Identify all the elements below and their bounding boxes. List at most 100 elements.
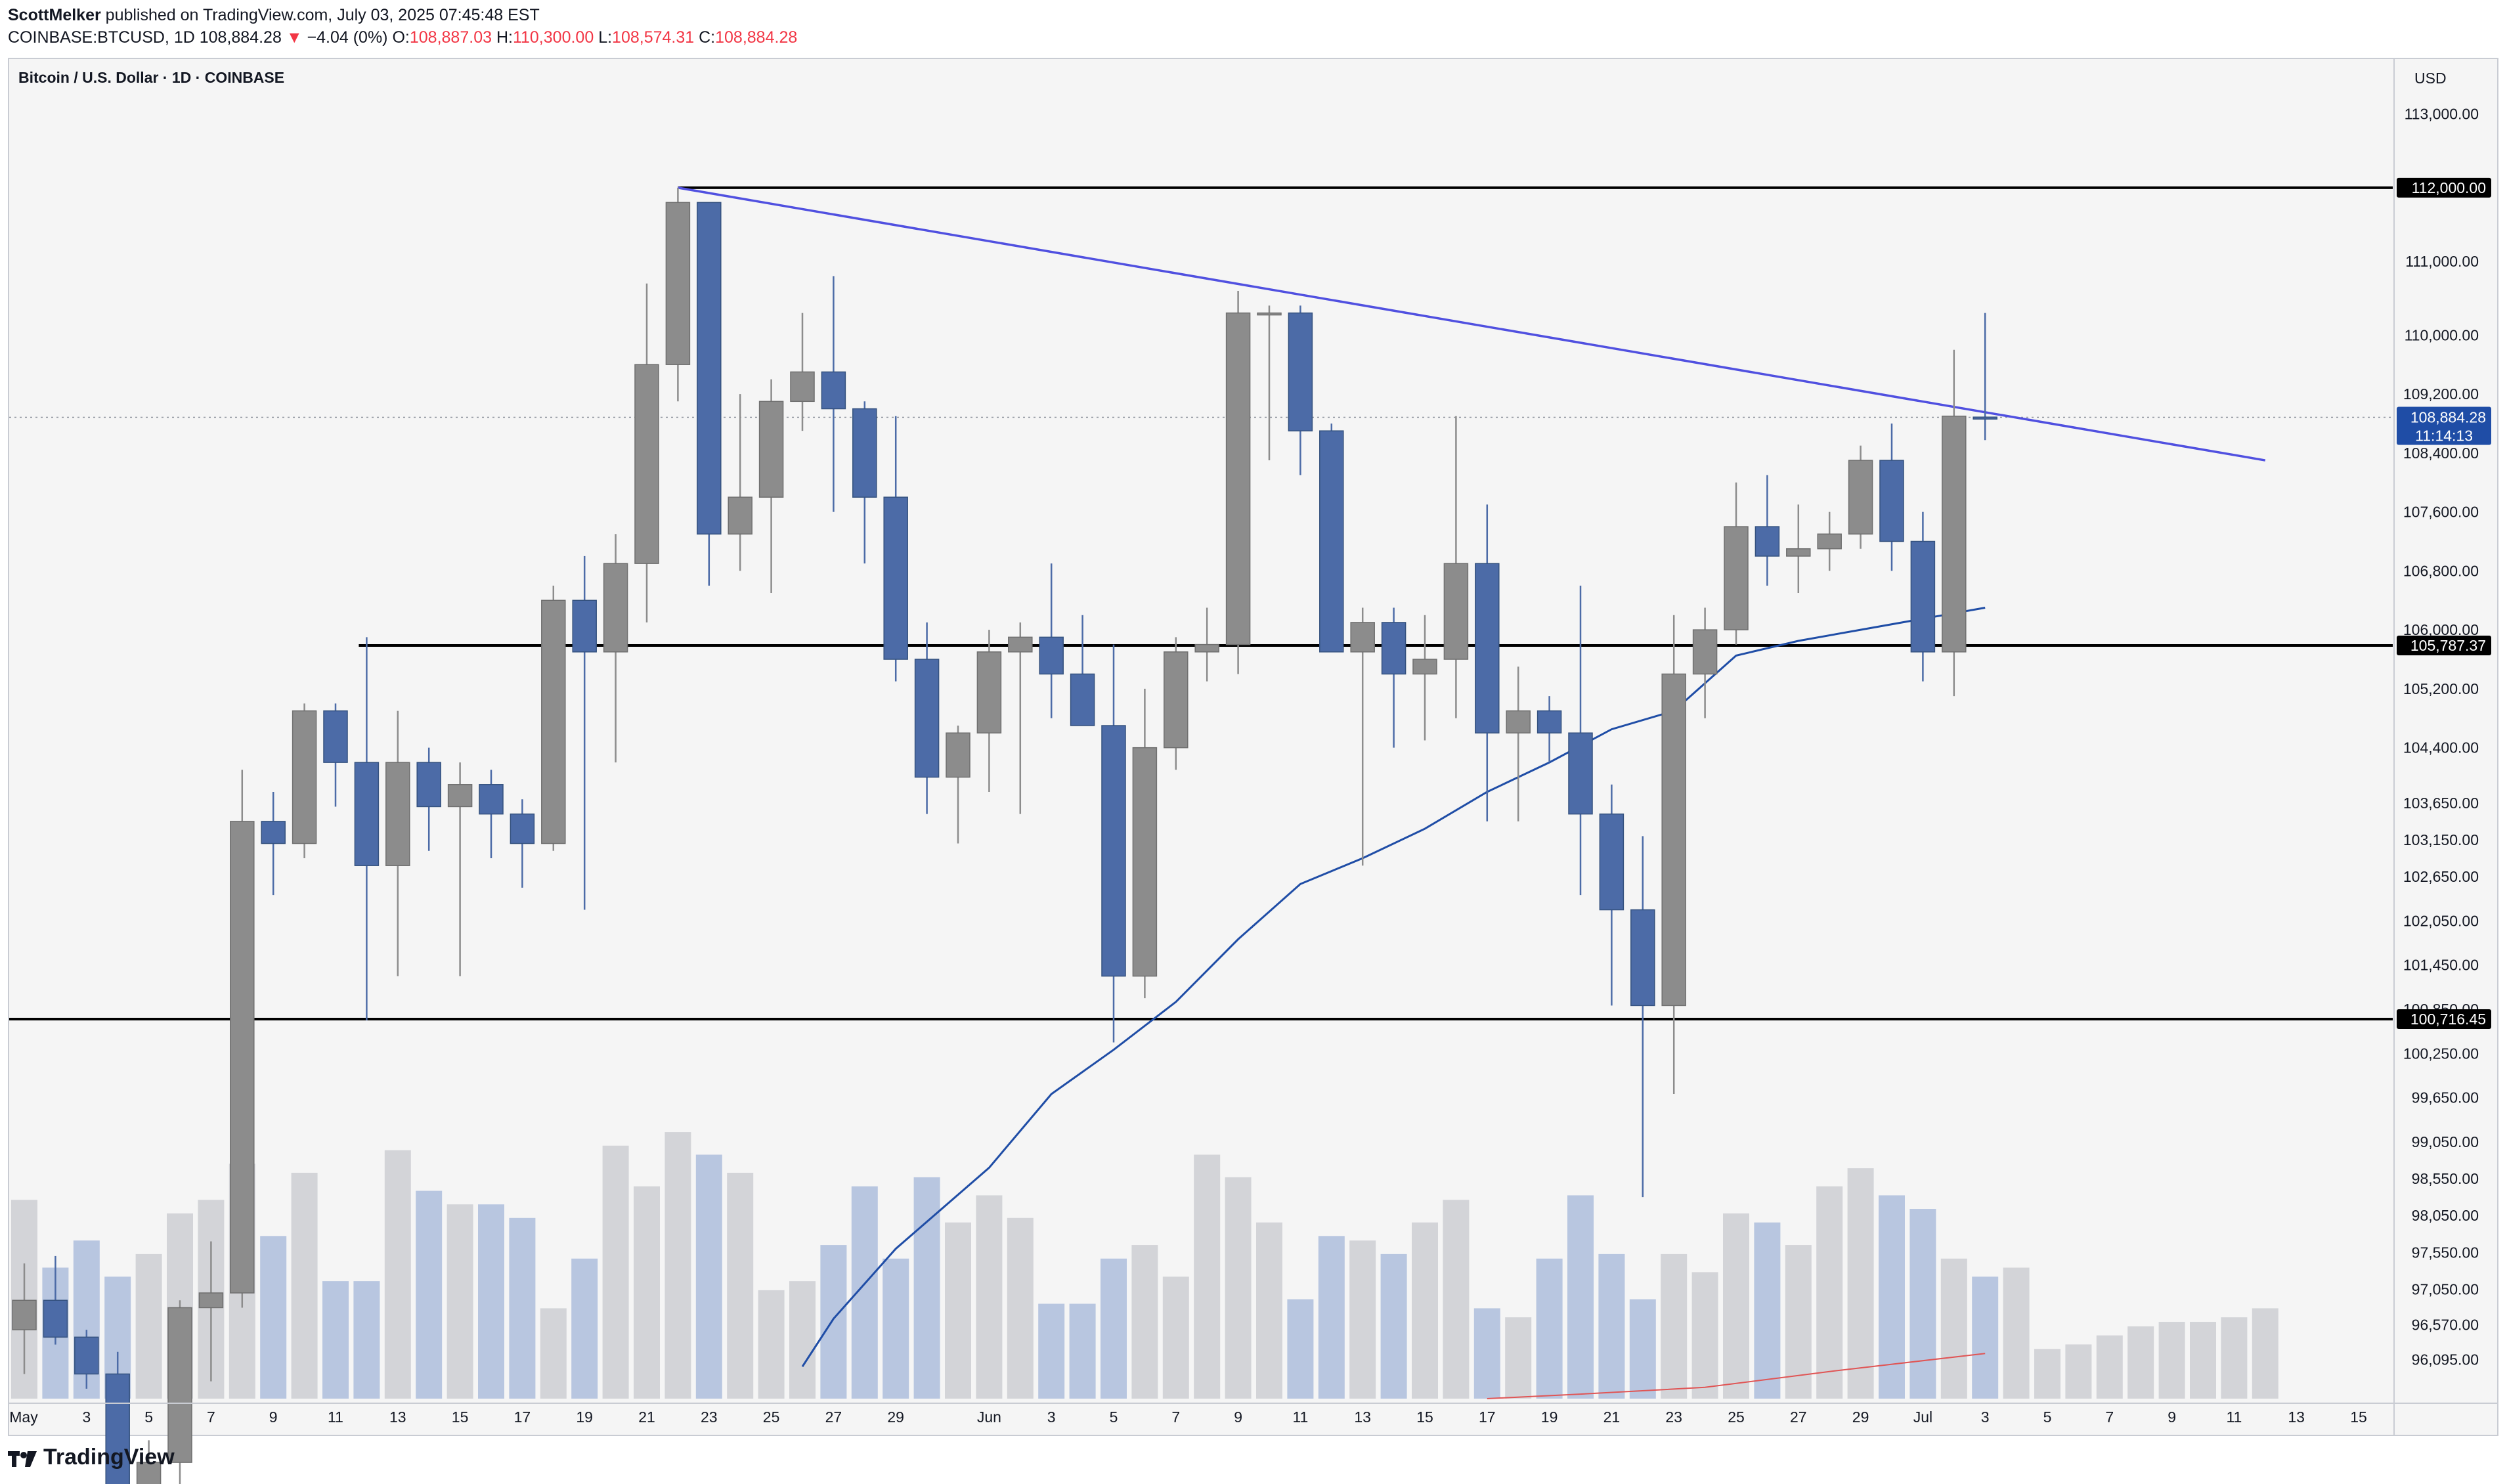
candle-body: [1973, 416, 1997, 420]
currency-label[interactable]: USD: [2414, 70, 2447, 87]
volume-bar: [883, 1258, 909, 1399]
time-tick-label: 5: [2043, 1408, 2052, 1426]
publish-line: ScottMelker published on TradingView.com…: [8, 4, 797, 26]
volume-bar: [1038, 1303, 1065, 1399]
time-tick-label: 11: [1292, 1408, 1308, 1426]
volume-bar: [1661, 1254, 1688, 1399]
volume-bar: [2252, 1308, 2278, 1399]
volume-bar: [2190, 1322, 2216, 1399]
volume-bar: [1723, 1213, 1749, 1399]
volume-bar: [1412, 1222, 1438, 1399]
level-price-tag: [2397, 177, 2491, 198]
candle-body: [1070, 673, 1095, 726]
volume-bar: [1691, 1272, 1718, 1399]
volume-bar: [1940, 1258, 1967, 1399]
candle-body: [167, 1307, 192, 1463]
price-tick-label: 99,050.00: [2412, 1133, 2479, 1150]
volume-bar: [1162, 1277, 1189, 1399]
candle-body: [946, 732, 970, 778]
price-tick-label: 97,050.00: [2412, 1280, 2479, 1298]
time-tick-label: 9: [2168, 1408, 2176, 1426]
candle-body: [1194, 644, 1219, 653]
time-tick-label: 9: [269, 1408, 278, 1426]
tradingview-logo[interactable]: TradingView: [8, 1445, 175, 1470]
time-tick-label: Jul: [1913, 1408, 1932, 1426]
volume-bar: [416, 1190, 443, 1399]
price-tick-label: 99,650.00: [2412, 1089, 2479, 1106]
candle-body: [416, 762, 441, 808]
volume-bar: [2158, 1322, 2185, 1399]
candle-body: [1630, 909, 1655, 1007]
candle-body: [852, 408, 877, 498]
price-tick-label: 106,000.00: [2403, 621, 2479, 638]
volume-bar: [260, 1236, 287, 1399]
time-tick-label: Jun: [977, 1408, 1001, 1426]
candle-body: [1101, 725, 1126, 977]
candle-body: [1288, 312, 1313, 431]
candle-body: [697, 202, 722, 535]
volume-bar: [1972, 1277, 1999, 1399]
volume-bar: [2065, 1344, 2092, 1399]
candle-body: [603, 563, 628, 653]
volume-bar: [135, 1254, 162, 1399]
time-tick-label: 15: [452, 1408, 469, 1426]
candle-body: [634, 364, 659, 564]
candle-body: [1350, 622, 1375, 653]
candle-body: [198, 1292, 224, 1309]
candle-body: [1786, 548, 1811, 557]
volume-bar: [945, 1222, 971, 1399]
volume-bar: [1194, 1154, 1221, 1399]
low-value: 108,574.31: [612, 28, 695, 47]
time-tick-label: 11: [2226, 1408, 2242, 1426]
last-price: 108,884.28: [199, 28, 282, 47]
candle-body: [1319, 430, 1344, 653]
price-tick-label: 103,650.00: [2403, 795, 2479, 812]
volume-bar: [1069, 1303, 1096, 1399]
pane-title: Bitcoin / U.S. Dollar · 1D · COINBASE: [18, 69, 284, 86]
volume-bar: [1754, 1222, 1781, 1399]
price-change: −4.04 (0%): [307, 28, 388, 47]
time-tick-label: 7: [2105, 1408, 2114, 1426]
volume-bar: [789, 1281, 816, 1399]
volume-bar: [1629, 1299, 1656, 1399]
time-tick-label: 3: [82, 1408, 91, 1426]
candle-body: [1506, 710, 1531, 733]
price-tick-label: 101,450.00: [2403, 957, 2479, 974]
candle-body: [1879, 460, 1904, 542]
publish-info: published on TradingView.com, July 03, 2…: [100, 6, 540, 24]
time-tick-label: 7: [207, 1408, 215, 1426]
volume-bar: [2221, 1317, 2248, 1399]
candle-body: [1475, 563, 1500, 733]
candle-body: [510, 813, 535, 844]
author-name[interactable]: ScottMelker: [8, 6, 101, 24]
open-label: O:: [392, 28, 410, 47]
volume-bar: [695, 1154, 722, 1399]
time-tick-label: 7: [1171, 1408, 1180, 1426]
candle-body: [1008, 636, 1033, 653]
volume-bar: [1256, 1222, 1282, 1399]
down-arrow-icon: ▼: [286, 28, 303, 47]
close-label: C:: [699, 28, 716, 47]
volume-bar: [2034, 1349, 2060, 1399]
volume-bar: [540, 1308, 567, 1399]
time-tick-label: 21: [1603, 1408, 1621, 1426]
volume-bar: [1007, 1217, 1034, 1399]
volume-bar: [509, 1217, 536, 1399]
volume-bar: [1816, 1186, 1843, 1399]
price-tick-label: 98,550.00: [2412, 1170, 2479, 1187]
time-tick-label: 9: [1234, 1408, 1242, 1426]
time-tick-label: 29: [887, 1408, 904, 1426]
candle-body: [1412, 659, 1437, 675]
price-tick-label: 105,200.00: [2403, 680, 2479, 697]
ohlc-line: COINBASE:BTCUSD, 1D 108,884.28 ▼ −4.04 (…: [8, 26, 797, 49]
low-label: L:: [598, 28, 613, 47]
candle-body: [1381, 622, 1406, 675]
volume-bar: [353, 1281, 380, 1399]
candle-body: [728, 496, 752, 535]
candle-body: [883, 496, 908, 660]
candle-body: [1132, 747, 1158, 977]
volume-bar: [976, 1195, 1003, 1399]
candle-body: [447, 784, 473, 808]
candle-body: [914, 659, 940, 778]
